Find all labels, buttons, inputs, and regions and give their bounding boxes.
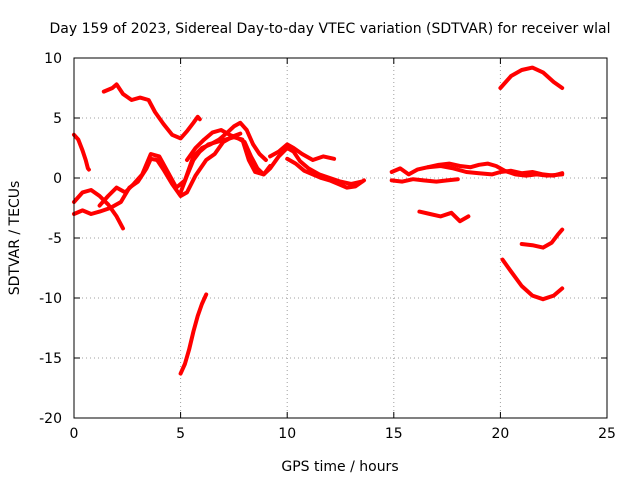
- series-arc-9: [285, 156, 366, 190]
- series-arc-3: [72, 131, 243, 216]
- series-arc-4: [72, 188, 125, 231]
- x-tick-label: 0: [70, 426, 79, 442]
- y-tick-label: -20: [39, 411, 62, 427]
- y-tick-label: 5: [53, 111, 62, 127]
- y-tick-label: 10: [44, 51, 62, 67]
- y-tick-label: 0: [53, 171, 62, 187]
- series-arc-16: [500, 257, 565, 302]
- y-tick-label: -15: [39, 351, 62, 367]
- series-arc-10: [178, 292, 209, 376]
- y-tick-label: -5: [48, 231, 62, 247]
- axis-ticks: 0 5 10 15 20 25 -20 -15 -10 -5 0 5 10: [39, 51, 616, 442]
- series-arc-2: [72, 132, 91, 172]
- series-arc-7: [178, 135, 364, 195]
- x-axis-label: GPS time / hours: [281, 459, 398, 475]
- series-arc-8: [268, 142, 337, 162]
- chart-title: Day 159 of 2023, Sidereal Day-to-day VTE…: [49, 21, 610, 37]
- grid-lines: [74, 58, 607, 418]
- y-axis-label: SDTVAR / TECUs: [7, 181, 23, 296]
- series-group: [72, 65, 565, 376]
- series-arc-13: [425, 161, 565, 178]
- x-tick-label: 10: [278, 426, 296, 442]
- y-tick-label: -10: [39, 291, 62, 307]
- series-arc-14: [417, 209, 471, 224]
- series-arc-1: [101, 82, 202, 141]
- series-arc-15: [498, 65, 565, 90]
- x-tick-label: 5: [176, 426, 185, 442]
- series-arc-17: [519, 227, 565, 250]
- x-tick-label: 25: [598, 426, 616, 442]
- x-tick-label: 20: [491, 426, 509, 442]
- series-arc-12: [389, 177, 460, 184]
- x-tick-label: 15: [385, 426, 403, 442]
